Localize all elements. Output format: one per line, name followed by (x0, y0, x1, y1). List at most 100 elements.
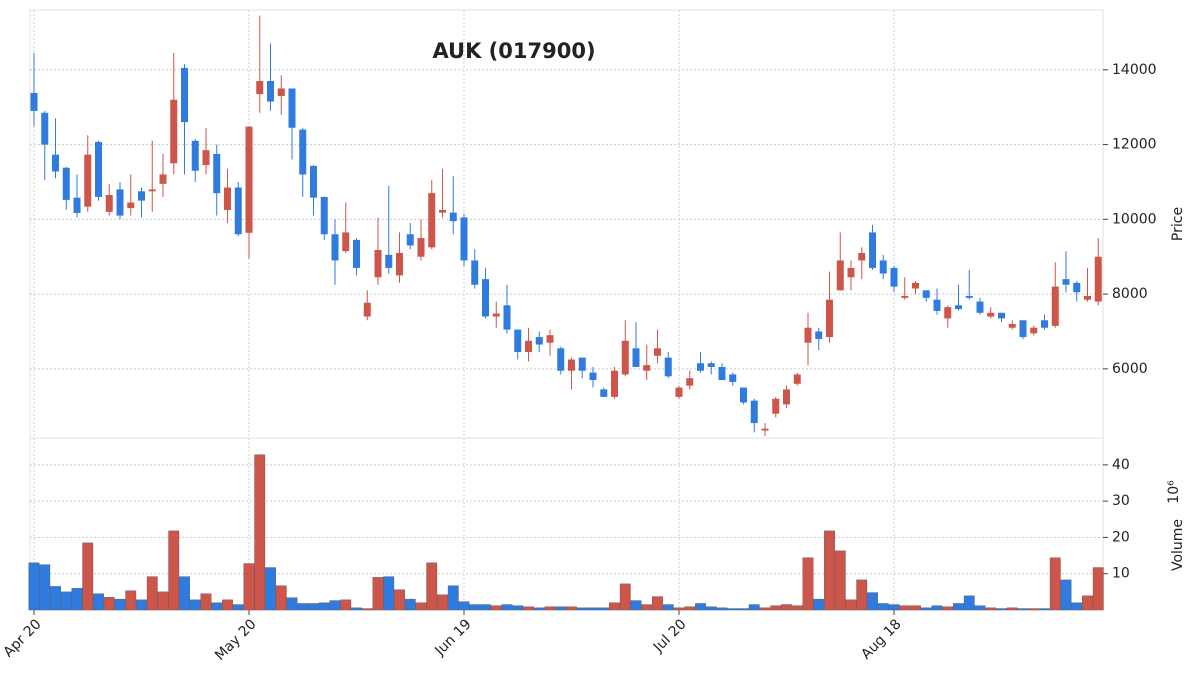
volume-bar (652, 596, 663, 611)
volume-bar (265, 567, 276, 611)
volume-bar (71, 588, 83, 611)
volume-bar (738, 608, 749, 611)
candle-body (406, 234, 414, 246)
volume-bar (200, 593, 212, 611)
volume-panel (29, 437, 1104, 611)
volume-bar (834, 550, 846, 611)
candle-body (245, 126, 253, 233)
volume-tick-label: 10 (1112, 566, 1130, 582)
y-tick-label: 12000 (1112, 137, 1157, 153)
volume-bar (222, 599, 233, 611)
candle-body (320, 196, 328, 235)
volume-bar (114, 598, 126, 611)
volume-bar (684, 606, 696, 611)
candle-body (449, 212, 457, 222)
candle-body (750, 400, 758, 424)
volume-bar (1049, 557, 1061, 611)
volume-bar (189, 599, 201, 611)
volume-bar (458, 601, 470, 611)
candle-body (492, 313, 500, 317)
volume-bar (297, 603, 309, 611)
volume-bar (845, 599, 857, 611)
candle-body (890, 267, 898, 287)
candle-body (847, 267, 855, 278)
candle-body (1062, 279, 1070, 285)
volume-bar (372, 577, 384, 611)
volume-bar (673, 607, 685, 611)
volume-bar (877, 603, 889, 611)
candle-body (52, 154, 59, 172)
candle-body (804, 327, 812, 343)
volume-bar (867, 592, 878, 611)
x-tick-label: Apr 20 (0, 616, 44, 660)
volume-bar (899, 605, 911, 611)
candle-body (213, 153, 221, 194)
x-tick-label: May 20 (212, 616, 260, 664)
volume-bar (920, 607, 932, 611)
candle-body (1094, 256, 1102, 302)
volume-bar (50, 586, 61, 611)
volume-bar (813, 598, 825, 611)
volume-bar (1082, 595, 1093, 611)
candle-body (396, 252, 403, 276)
volume-bar (351, 607, 362, 611)
volume-bar (415, 602, 427, 611)
candle-body (815, 331, 823, 339)
volume-bar (791, 605, 803, 611)
volume-bar (974, 605, 986, 611)
volume-bar (490, 605, 502, 611)
candle-body (718, 366, 726, 381)
volume-bar (243, 563, 255, 611)
volume-bar (953, 603, 964, 611)
candle-body (836, 260, 844, 291)
candle-body (224, 187, 231, 210)
candle-body (30, 92, 38, 111)
candle-body (84, 154, 92, 207)
volume-bar (404, 598, 416, 611)
candle-body (922, 290, 930, 298)
volume-bar (254, 454, 266, 611)
volume-bar (576, 607, 588, 611)
candle-body (686, 378, 694, 386)
volume-bar (931, 605, 943, 611)
volume-bar (996, 608, 1007, 611)
volume-bar (103, 597, 115, 611)
candle-body (707, 363, 715, 367)
x-tick-label: Aug 18 (858, 616, 904, 662)
candle-body (331, 234, 339, 261)
candle-body (675, 387, 683, 397)
volume-bar (512, 605, 524, 611)
volume-bar (856, 579, 868, 611)
candle-body (191, 140, 199, 171)
volume-bar (447, 585, 459, 611)
candle-body (654, 348, 661, 356)
volume-tick-label: 30 (1112, 493, 1130, 509)
candle-body (170, 99, 178, 164)
candle-body (73, 197, 81, 213)
candle-body (901, 295, 909, 298)
candle-body (1041, 320, 1048, 328)
candle-body (557, 348, 565, 371)
candle-body (568, 359, 575, 371)
candle-body (460, 217, 468, 261)
volume-bar (308, 603, 319, 611)
candle-body (116, 189, 124, 216)
volume-bar (125, 590, 137, 611)
volume-bar (383, 576, 395, 611)
volume-bar (232, 604, 244, 611)
candle-body (546, 335, 554, 343)
volume-bar (910, 605, 921, 611)
candle-body (439, 209, 446, 213)
volume-bar (705, 606, 717, 611)
volume-bar (179, 576, 190, 611)
volume-bar (759, 607, 771, 611)
candle-body (363, 302, 371, 317)
candle-body (1030, 327, 1038, 334)
volume-bar (394, 589, 405, 611)
candle-body (879, 260, 887, 274)
candle-body (374, 249, 382, 278)
candle-body (600, 389, 608, 397)
candle-body (482, 279, 489, 317)
volume-bar (619, 583, 631, 611)
